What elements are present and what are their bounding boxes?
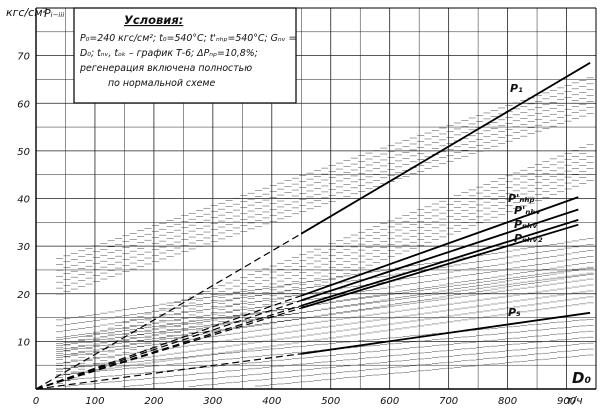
series-label-p-nhv: Pₙₕᵥ bbox=[514, 218, 538, 231]
x-tick-label: 800 bbox=[498, 396, 517, 407]
conditions-line-1: P₀=240 кгс/см²; t₀=540°C; t'ₙₕₚ=540°C; G… bbox=[80, 33, 296, 44]
series-line-dashed-5 bbox=[35, 353, 302, 390]
series-line-solid-5 bbox=[301, 311, 591, 355]
panel-label: Pᵢ₋ᵢᵢᵢ bbox=[44, 7, 64, 20]
x-tick-label: 700 bbox=[439, 396, 458, 407]
x-tick-label: 0 bbox=[33, 396, 39, 407]
conditions-line-3: регенерация включена полностью bbox=[79, 63, 252, 74]
series-line-solid-0 bbox=[300, 62, 591, 235]
series-line-solid-1 bbox=[300, 196, 579, 297]
conditions-line-2: D₀; tₙᵥ, tₒₖ – график Т-6; ΔPₙₚ=10,8%; bbox=[80, 48, 258, 59]
y-axis-label: кгс/см² bbox=[6, 6, 48, 19]
tick-labels: 0 100 200 300 400 500 600 700 800 900 10 20 30 40 50 60… bbox=[17, 52, 576, 407]
x-tick-label: 400 bbox=[262, 396, 281, 407]
series-line-solid-2 bbox=[301, 208, 579, 302]
y-tick-label: 70 bbox=[17, 52, 30, 63]
series-line-solid-3 bbox=[301, 219, 579, 307]
series-label-p1: P₁ bbox=[510, 82, 523, 95]
conditions-box: Условия: P₀=240 кгс/см²; t₀=540°C; t'ₙₕₚ… bbox=[73, 7, 297, 104]
series-label-p-nhv2: Pₙₕᵥ₂ bbox=[514, 232, 543, 245]
x-tick-label: 200 bbox=[144, 396, 163, 407]
series-label-p5: P₅ bbox=[508, 306, 521, 319]
x-tick-label: 900 bbox=[557, 396, 576, 407]
hatch-bands bbox=[56, 77, 594, 387]
x-tick-label: 100 bbox=[85, 396, 104, 407]
x-tick-label: 600 bbox=[380, 396, 399, 407]
x-tick-label: 500 bbox=[321, 396, 340, 407]
x-tick-label: 300 bbox=[203, 396, 222, 407]
x-axis-symbol: D₀ bbox=[572, 369, 591, 387]
y-tick-label: 20 bbox=[17, 290, 30, 301]
series-lines bbox=[35, 62, 591, 390]
series-line-dashed-1 bbox=[35, 295, 302, 390]
series-line-dashed-2 bbox=[35, 299, 302, 390]
conditions-line-4: по нормальной схеме bbox=[108, 78, 215, 89]
series-line-dashed-0 bbox=[35, 233, 302, 390]
y-tick-label: 30 bbox=[17, 242, 30, 253]
series-line-dashed-4 bbox=[35, 307, 302, 390]
series-line-solid-4 bbox=[301, 223, 579, 309]
conditions-title: Условия: bbox=[124, 13, 183, 27]
series-label-p-nhp: P'ₙₕₚ bbox=[508, 192, 535, 205]
y-tick-label: 50 bbox=[17, 147, 30, 158]
x-axis-label: т/ч bbox=[566, 394, 583, 407]
y-tick-label: 40 bbox=[17, 195, 30, 206]
series-label-p-nhv-prime: P'ₙₕᵥ bbox=[514, 204, 541, 217]
y-tick-label: 10 bbox=[17, 337, 30, 348]
y-tick-label: 60 bbox=[17, 99, 30, 110]
